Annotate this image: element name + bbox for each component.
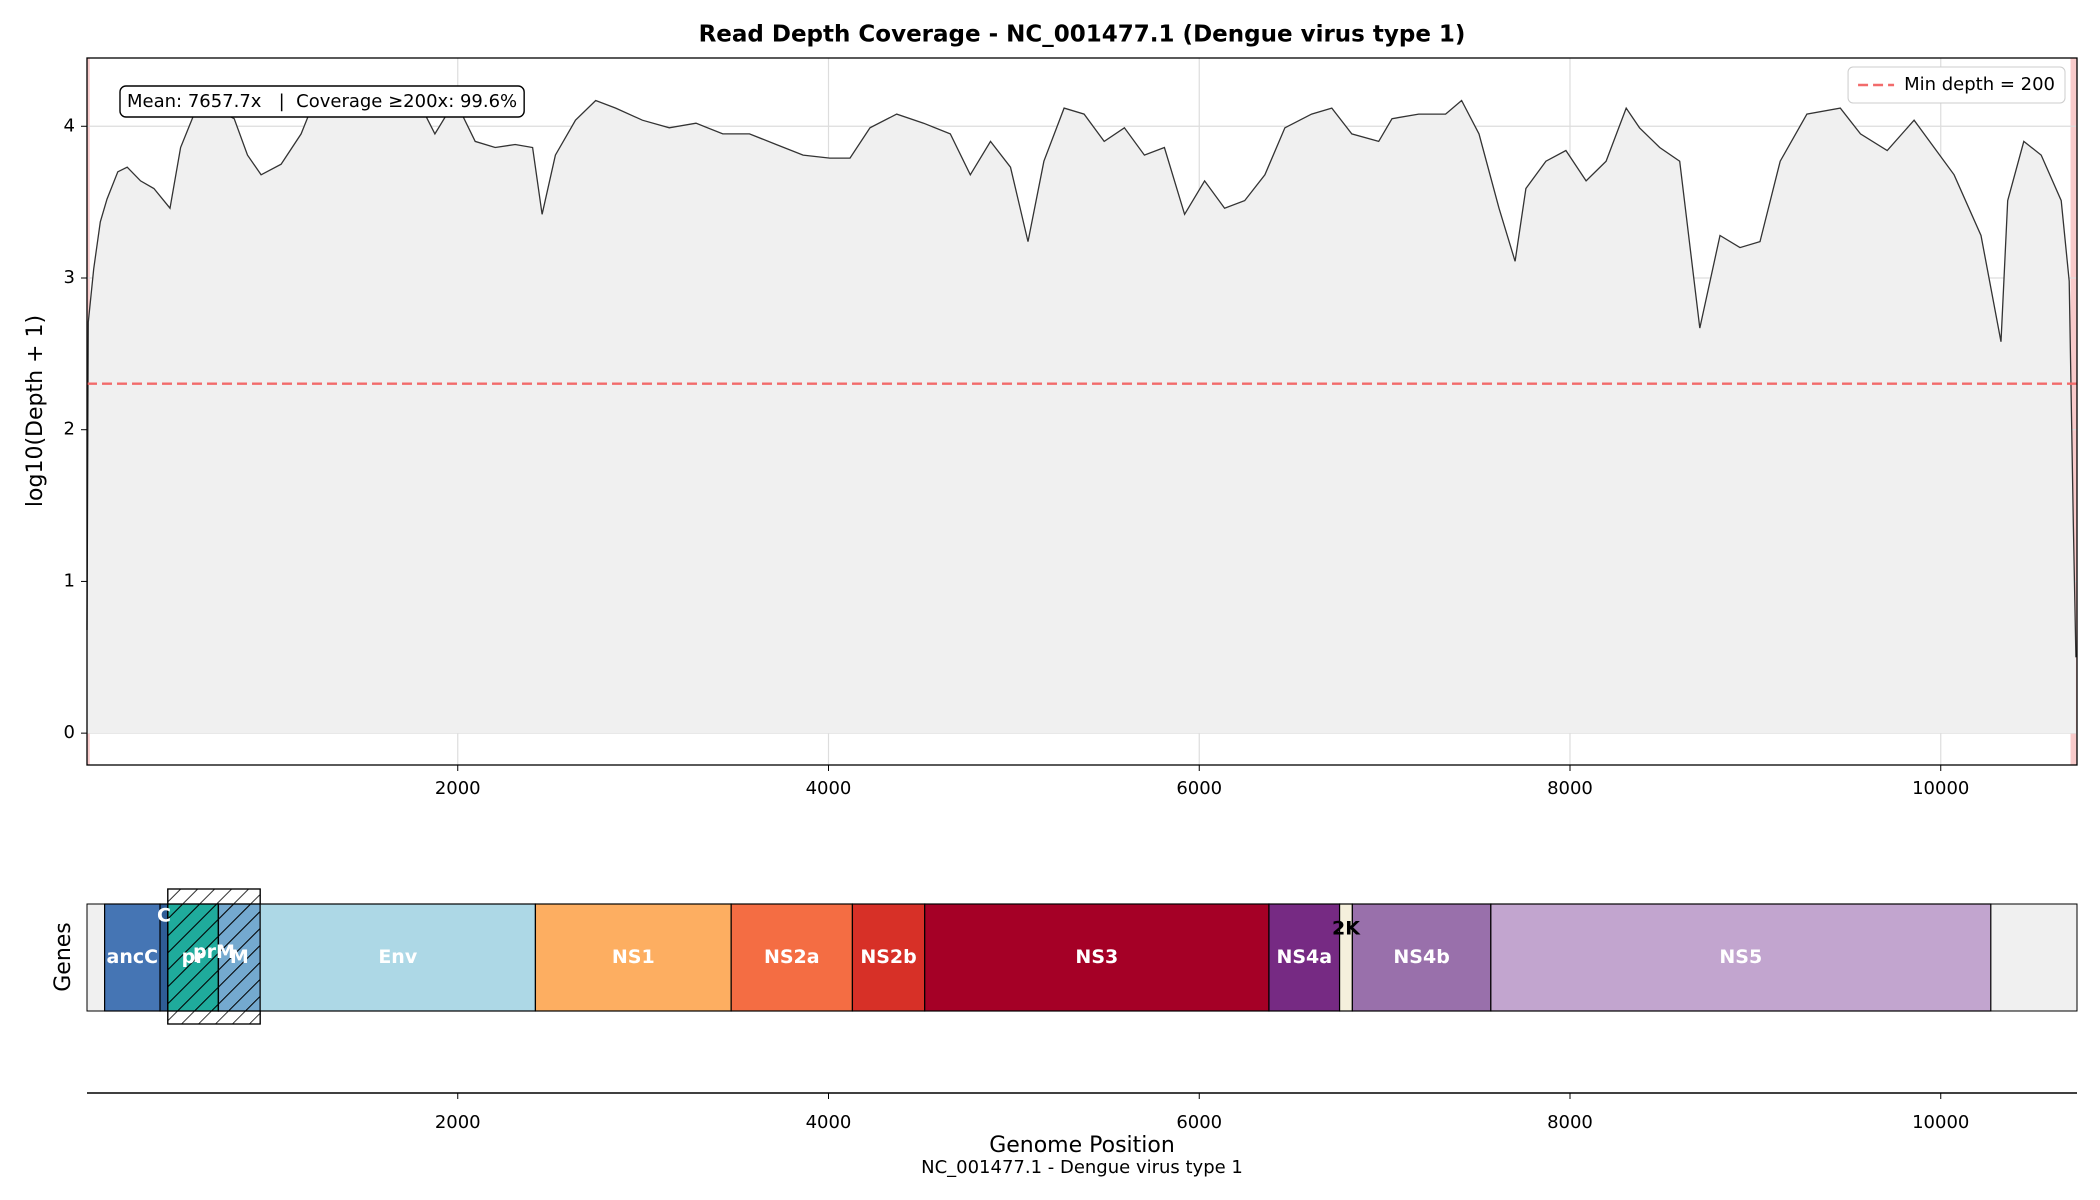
gene-label: NS5 bbox=[1719, 946, 1762, 968]
gene-label: Env bbox=[378, 946, 418, 968]
x-tick-label: 2000 bbox=[435, 778, 481, 799]
gene-hatch bbox=[167, 888, 261, 1025]
plot-frame bbox=[86, 57, 2078, 766]
annotation-text: Mean: 7657.7x | Coverage ≥200x: 99.6% bbox=[127, 91, 517, 112]
y-tick-label: 3 bbox=[64, 267, 75, 288]
gene-label: NS2a bbox=[764, 946, 820, 968]
low-coverage-region bbox=[2070, 58, 2077, 765]
gene-label: 2K bbox=[1332, 918, 1361, 940]
x-tick-label: 10000 bbox=[1912, 1112, 1969, 1133]
x-tick-label: 8000 bbox=[1547, 778, 1593, 799]
gene bbox=[259, 903, 537, 1012]
gene bbox=[924, 903, 1270, 1012]
gene-label: NS3 bbox=[1075, 946, 1118, 968]
footnote: NC_001477.1 - Dengue virus type 1 bbox=[921, 1157, 1243, 1178]
gene-label: M bbox=[230, 946, 249, 968]
gene bbox=[1268, 903, 1341, 1012]
gene-label: NS4b bbox=[1393, 946, 1449, 968]
legend-label: Min depth = 200 bbox=[1904, 74, 2055, 95]
gene-label: C bbox=[157, 905, 171, 927]
x-tick-label: 4000 bbox=[806, 778, 852, 799]
gene bbox=[851, 903, 926, 1012]
gene bbox=[1490, 903, 1992, 1012]
gene bbox=[534, 903, 732, 1012]
chart-title: Read Depth Coverage - NC_001477.1 (Dengu… bbox=[699, 22, 1466, 48]
gene-axis-label: Genes bbox=[51, 922, 76, 992]
y-tick-label: 0 bbox=[64, 722, 75, 743]
x-axis-label: Genome Position bbox=[989, 1133, 1175, 1158]
gene-label: NS2b bbox=[860, 946, 916, 968]
gene-label: pr bbox=[182, 946, 206, 968]
gene bbox=[1351, 903, 1492, 1012]
legend: Min depth = 200 bbox=[1847, 66, 2066, 104]
x-tick-label: 2000 bbox=[435, 1112, 481, 1133]
x-tick-label: 6000 bbox=[1176, 1112, 1222, 1133]
annotation-box bbox=[119, 85, 525, 118]
coverage-line bbox=[86, 90, 2077, 658]
x-tick-label: 8000 bbox=[1547, 1112, 1593, 1133]
y-tick-label: 2 bbox=[64, 419, 75, 440]
y-tick-label: 4 bbox=[64, 115, 75, 136]
y-axis-label: log10(Depth + 1) bbox=[23, 315, 48, 507]
annotation: Mean: 7657.7x | Coverage ≥200x: 99.6% bbox=[119, 85, 525, 118]
coverage-area bbox=[87, 91, 2076, 734]
x-tick-label: 6000 bbox=[1176, 778, 1222, 799]
gene-label: prM bbox=[193, 941, 235, 963]
gene bbox=[730, 903, 854, 1012]
x-tick-label: 10000 bbox=[1912, 778, 1969, 799]
x-tick-label: 4000 bbox=[806, 1112, 852, 1133]
gene-label: NS4a bbox=[1276, 946, 1332, 968]
gene-label: NS1 bbox=[612, 946, 655, 968]
legend-box bbox=[1847, 66, 2066, 104]
gene-label: ancC bbox=[107, 946, 159, 968]
y-tick-label: 1 bbox=[64, 570, 75, 591]
